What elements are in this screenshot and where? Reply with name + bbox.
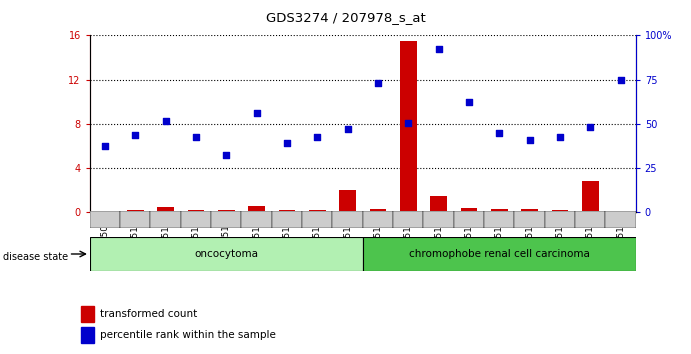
Bar bbox=[461, 208, 477, 212]
Point bbox=[524, 138, 535, 143]
Bar bbox=[551, 210, 568, 212]
Bar bbox=[370, 209, 386, 212]
Bar bbox=[393, 211, 424, 228]
Point bbox=[554, 135, 565, 140]
Text: disease state: disease state bbox=[3, 252, 68, 262]
Bar bbox=[521, 209, 538, 212]
Bar bbox=[81, 306, 94, 321]
Point bbox=[433, 46, 444, 51]
Bar bbox=[484, 211, 514, 228]
Point bbox=[493, 130, 504, 136]
Bar bbox=[605, 211, 636, 228]
Point bbox=[100, 143, 111, 149]
Point bbox=[160, 118, 171, 124]
Text: chromophobe renal cell carcinoma: chromophobe renal cell carcinoma bbox=[409, 249, 589, 259]
Text: GDS3274 / 207978_s_at: GDS3274 / 207978_s_at bbox=[265, 11, 426, 24]
Bar bbox=[188, 210, 205, 212]
Bar bbox=[363, 237, 636, 271]
Bar bbox=[332, 211, 363, 228]
Point bbox=[403, 120, 414, 126]
Bar bbox=[430, 196, 447, 212]
Point bbox=[130, 132, 141, 138]
Bar bbox=[575, 211, 605, 228]
Bar bbox=[491, 209, 508, 212]
Point bbox=[585, 124, 596, 130]
Point bbox=[281, 140, 292, 145]
Text: percentile rank within the sample: percentile rank within the sample bbox=[100, 330, 276, 340]
Text: transformed count: transformed count bbox=[100, 309, 197, 319]
Bar bbox=[90, 237, 363, 271]
Bar bbox=[151, 211, 181, 228]
Bar bbox=[582, 181, 598, 212]
Bar bbox=[302, 211, 332, 228]
Point bbox=[191, 135, 202, 140]
Text: oncocytoma: oncocytoma bbox=[194, 249, 258, 259]
Bar bbox=[127, 210, 144, 212]
Bar bbox=[278, 210, 295, 212]
Bar bbox=[90, 211, 120, 228]
Point bbox=[251, 110, 262, 116]
Bar bbox=[424, 211, 454, 228]
Point bbox=[220, 152, 231, 158]
Bar bbox=[400, 41, 417, 212]
Bar bbox=[309, 210, 325, 212]
Bar bbox=[97, 211, 113, 212]
Bar bbox=[514, 211, 545, 228]
Bar bbox=[272, 211, 302, 228]
Point bbox=[372, 80, 384, 86]
Point bbox=[464, 99, 475, 105]
Point bbox=[312, 135, 323, 140]
Bar bbox=[339, 190, 356, 212]
Bar bbox=[158, 207, 174, 212]
Bar bbox=[454, 211, 484, 228]
Point bbox=[615, 77, 626, 82]
Bar bbox=[248, 206, 265, 212]
Bar bbox=[545, 211, 575, 228]
Bar bbox=[363, 211, 393, 228]
Point bbox=[342, 127, 353, 132]
Bar bbox=[181, 211, 211, 228]
Bar bbox=[211, 211, 241, 228]
Bar bbox=[120, 211, 151, 228]
Bar bbox=[241, 211, 272, 228]
Bar bbox=[81, 327, 94, 343]
Bar bbox=[218, 210, 235, 212]
